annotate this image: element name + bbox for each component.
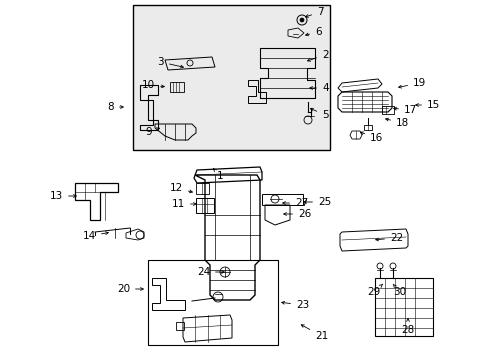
Text: 12: 12 [169,183,192,193]
Bar [196,198,214,213]
Text: 27: 27 [282,198,307,208]
Text: 10: 10 [142,80,164,90]
Text: 29: 29 [366,284,382,297]
Circle shape [299,18,304,22]
Text: 1: 1 [213,168,223,181]
Text: 17: 17 [393,105,416,115]
Bar [381,106,393,114]
Text: 5: 5 [310,108,328,120]
Text: 19: 19 [398,78,426,88]
Text: 21: 21 [301,325,327,341]
Text: 20: 20 [117,284,143,294]
Text: 15: 15 [415,100,439,110]
Text: 25: 25 [303,197,330,207]
Text: 14: 14 [82,231,108,241]
Bar [133,5,329,150]
Bar [374,278,432,336]
Text: 22: 22 [375,233,403,243]
Text: 4: 4 [309,83,328,93]
Text: 26: 26 [283,209,311,219]
Text: 28: 28 [401,319,414,335]
Text: 18: 18 [385,118,408,128]
Text: 7: 7 [305,7,323,17]
Bar [170,82,183,92]
Text: 2: 2 [307,50,328,61]
Text: 11: 11 [171,199,196,209]
Text: 9: 9 [145,127,159,137]
Text: 13: 13 [50,191,76,201]
Text: 3: 3 [157,57,183,68]
Bar [148,260,278,345]
Text: 24: 24 [196,267,224,277]
Bar [196,183,208,194]
Bar [176,322,183,330]
Text: 6: 6 [305,27,321,37]
Text: 16: 16 [360,132,383,143]
Text: 8: 8 [107,102,123,112]
Text: 23: 23 [281,300,308,310]
Text: 30: 30 [392,284,406,297]
